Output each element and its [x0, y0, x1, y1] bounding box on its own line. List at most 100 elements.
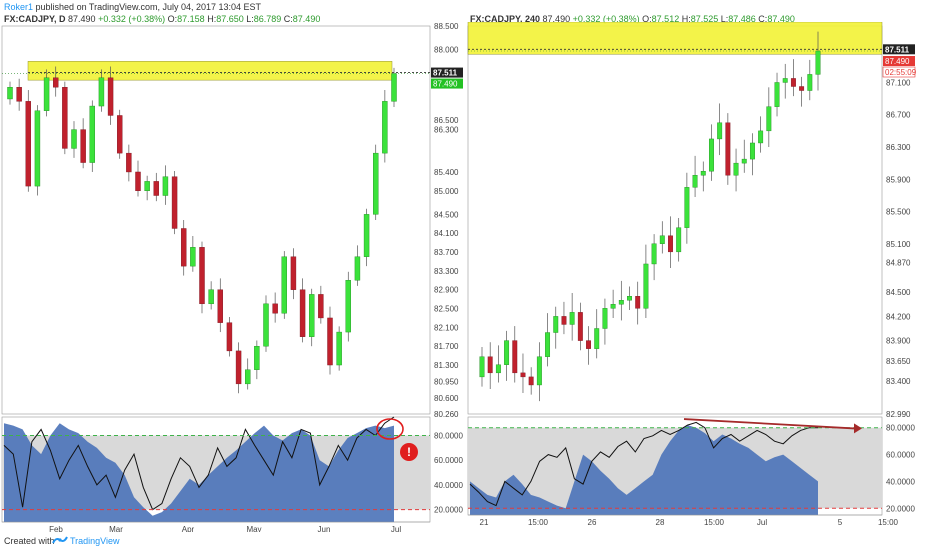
bear-candle [226, 322, 233, 352]
bull-candle [504, 340, 510, 365]
right-chart[interactable]: 87.100 86.700 86.300 85.900 85.500 85.100 84.8… [466, 22, 932, 532]
author-link[interactable]: Roker1 [4, 2, 34, 12]
bear-candle [62, 87, 68, 149]
bear-candle [799, 86, 805, 91]
time-axis-label: Mar [109, 525, 123, 532]
price-axis-label: 83.400 [886, 377, 911, 386]
right-last: 87.490 [542, 14, 571, 24]
bear-candle [116, 115, 123, 154]
bear-candle [520, 372, 526, 378]
price-axis-label: 85.900 [886, 175, 911, 184]
price-axis-label: 80.260 [434, 410, 459, 419]
tradingview-logo-icon [52, 534, 68, 548]
left-open: 87.158 [177, 14, 205, 24]
bull-candle [659, 235, 665, 244]
bull-candle [594, 328, 600, 349]
time-axis-label: 28 [656, 518, 665, 527]
bear-candle [135, 171, 141, 192]
left-symbol[interactable]: FX:CADJPY, D [4, 14, 66, 24]
time-axis-label: Jul [757, 518, 767, 527]
bull-candle [144, 181, 150, 192]
bull-candle [733, 162, 739, 176]
bull-candle [345, 280, 351, 333]
bull-candle [43, 77, 50, 111]
left-high: 87.650 [216, 14, 244, 24]
bull-candle [749, 142, 755, 160]
bull-candle [244, 369, 251, 385]
bear-candle [327, 317, 333, 366]
price-axis-label: 83.650 [886, 357, 911, 366]
bull-candle [545, 332, 551, 357]
oscillator-axis-label: 20.0000 [434, 506, 463, 515]
bear-candle [217, 289, 223, 323]
bull-candle [336, 331, 342, 366]
bull-candle [373, 152, 379, 215]
bull-candle [391, 73, 397, 102]
bear-candle [725, 122, 731, 176]
bull-candle [569, 312, 575, 325]
bull-candle [162, 176, 169, 196]
oscillator-axis-label: 80.0000 [434, 432, 463, 441]
bull-candle [610, 304, 616, 309]
published-text: published on TradingView.com, July 04, 2… [35, 2, 262, 12]
publish-header: Roker1 published on TradingView.com, Jul… [4, 2, 261, 12]
bear-candle [577, 312, 583, 341]
oscillator-axis-label: 40.0000 [886, 477, 915, 486]
bull-candle [553, 316, 559, 333]
bear-candle [487, 356, 493, 374]
stochastic-line [469, 421, 818, 507]
bull-candle [281, 256, 287, 314]
bear-candle [586, 340, 591, 349]
tradingview-brand-link[interactable]: TradingView [70, 536, 120, 546]
bear-candle [199, 247, 205, 305]
time-axis-label: Jul [391, 525, 401, 532]
oscillator-axis-label: 60.0000 [886, 451, 915, 460]
bear-candle [561, 316, 567, 325]
price-axis-label: 84.500 [434, 210, 459, 219]
bull-candle [309, 294, 315, 337]
last-price-tag [431, 78, 463, 89]
bear-candle [126, 152, 132, 173]
oscillator-axis-label: 20.0000 [886, 504, 915, 513]
bull-candle [34, 110, 41, 187]
bull-candle [98, 77, 105, 107]
right-symbol[interactable]: FX:CADJPY, 240 [470, 14, 541, 24]
price-axis-label: 87.100 [886, 78, 911, 87]
bull-candle [700, 170, 706, 176]
time-axis-label: 15:00 [528, 518, 549, 527]
bull-candle [782, 78, 788, 83]
price-axis-label: 83.300 [434, 267, 459, 276]
bull-candle [627, 296, 632, 301]
time-axis-label: Feb [49, 525, 63, 532]
bull-candle [7, 87, 13, 100]
price-axis-label: 86.300 [434, 126, 459, 135]
created-with-text: Created with [4, 536, 55, 546]
price-axis-label: 84.200 [886, 312, 911, 321]
left-last: 87.490 [68, 14, 96, 24]
bull-candle [495, 364, 501, 374]
right-open: 87.512 [651, 14, 680, 24]
bear-candle [53, 77, 59, 88]
price-axis-label: 80.600 [434, 394, 459, 403]
left-change: +0.332 (+0.38%) [98, 14, 166, 24]
resistance-price-label: 87.511 [433, 69, 458, 78]
price-axis-label: 82.500 [434, 305, 459, 314]
price-axis-label: 84.500 [886, 288, 911, 297]
price-axis-label: 82.900 [434, 286, 459, 295]
bull-candle [692, 175, 698, 188]
last-price-label: 87.490 [433, 80, 458, 89]
bull-candle [684, 187, 690, 228]
bull-candle [618, 300, 624, 305]
left-close: 87.490 [292, 14, 321, 24]
bear-candle [512, 340, 518, 374]
bull-candle [766, 106, 772, 132]
bull-candle [382, 101, 388, 154]
divergence-arrow [683, 418, 855, 430]
bull-candle [354, 256, 361, 281]
bull-candle [651, 243, 657, 265]
bull-candle [363, 214, 370, 257]
bear-candle [153, 181, 159, 196]
bull-candle [643, 263, 649, 309]
price-axis-label: 81.300 [434, 361, 459, 370]
